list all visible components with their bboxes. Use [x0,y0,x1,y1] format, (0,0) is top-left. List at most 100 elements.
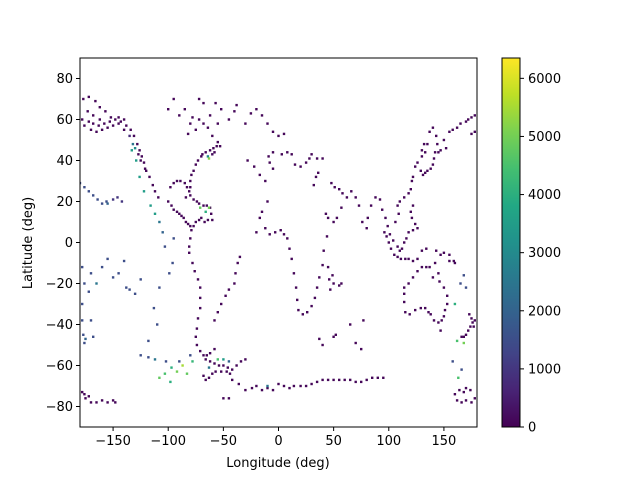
data-point [208,352,212,355]
y-axis-ticks: −80 −60 −40 −20 0 20 40 60 80 [46,72,80,415]
data-point [83,124,86,127]
x-tick-label: 50 [325,434,342,449]
data-point [81,265,84,269]
data-point [396,245,399,248]
data-point [204,210,207,213]
data-point [180,214,183,218]
data-point [266,384,269,388]
data-point [411,204,415,207]
data-point [117,272,120,275]
data-point [106,126,109,129]
data-point [178,212,181,215]
data-point [279,229,282,232]
data-point [318,337,321,341]
x-axis-label: Longitude (deg) [226,456,329,471]
data-point [197,118,201,121]
data-point [409,210,412,213]
data-point [92,122,95,125]
data-point [384,216,387,220]
data-point [179,179,182,183]
data-point [376,376,379,379]
data-point [332,335,335,338]
data-point [237,382,240,386]
data-point [216,311,219,314]
data-point [422,142,426,146]
data-point [222,364,225,367]
data-point [321,157,324,160]
data-point [213,362,216,365]
data-point [216,122,219,125]
data-point [440,319,443,322]
data-point [405,237,408,240]
data-point [260,210,264,213]
data-point [304,384,308,388]
data-point [207,206,211,209]
data-point [378,198,382,201]
data-point [424,306,427,310]
y-tick-label: 0 [65,236,73,251]
data-point [119,120,122,123]
data-point [202,101,205,105]
data-point [424,151,427,154]
data-point [191,360,194,363]
data-point [446,294,449,297]
data-point [425,247,428,250]
colorbar-tick-label: 6000 [528,72,561,87]
data-point [260,388,264,392]
data-point [192,169,195,172]
data-point [332,220,335,224]
data-point [310,382,313,386]
data-point [416,227,419,230]
data-point [310,153,313,156]
data-point [321,263,324,267]
data-point [178,114,181,117]
data-point [111,124,115,127]
data-point [128,288,131,291]
y-tick-label: −80 [46,400,73,415]
data-point [207,157,211,160]
data-point [448,130,451,133]
data-point [329,288,332,291]
data-point [268,161,271,164]
data-point [357,204,361,207]
data-point [470,132,473,136]
data-point [458,388,461,392]
y-tick-label: −20 [46,277,73,292]
data-point [382,376,385,379]
data-point [438,280,441,283]
data-point [470,401,473,404]
data-point [388,233,392,236]
data-point [464,386,468,390]
data-point [172,181,175,185]
data-point [106,202,109,205]
data-point [325,235,329,238]
data-point [428,130,431,133]
data-point [453,393,457,396]
data-point [81,390,84,394]
data-point [139,354,142,357]
data-point [194,128,197,131]
data-point [233,110,236,113]
data-point [202,354,205,357]
data-point [145,169,148,172]
data-point [167,108,170,111]
data-point [468,313,471,316]
data-point [226,366,229,369]
data-point [420,155,424,158]
data-point [460,368,463,371]
x-tick-label: −50 [210,434,237,449]
data-point [392,239,395,242]
data-point [133,147,137,150]
data-point [140,155,143,158]
data-point [439,253,442,256]
data-point [100,202,104,205]
data-point [387,241,390,244]
data-point [189,224,192,228]
data-point [365,378,368,382]
data-point [421,173,425,177]
data-point [202,374,205,377]
data-point [87,95,90,99]
data-point [250,386,254,390]
data-point [411,175,415,179]
data-point [81,319,84,322]
